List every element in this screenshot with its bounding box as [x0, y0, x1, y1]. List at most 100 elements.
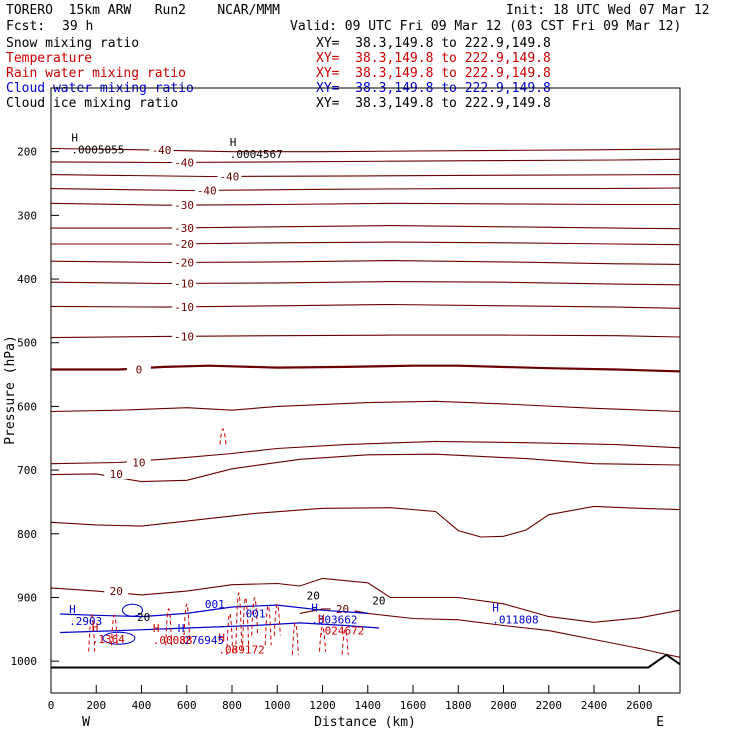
isotherm-label: -20: [174, 238, 194, 251]
isotherm-label-bg: [172, 222, 197, 234]
rain-water-contour: [110, 614, 118, 646]
y-tick-label: 1000: [11, 655, 38, 668]
x-axis-title: Distance (km): [314, 715, 416, 730]
extremum-value: .2903: [69, 615, 102, 628]
west-label: W: [82, 715, 90, 730]
y-axis-title: Pressure (hPa): [3, 335, 18, 445]
x-tick-label: 400: [132, 699, 152, 712]
isotherm-label-bg: [149, 143, 174, 155]
isotherm-label-bg: [172, 301, 197, 313]
isotherm-line: [50, 281, 681, 286]
isotherm-label-bg: [104, 585, 129, 597]
x-tick-label: 1800: [445, 699, 472, 712]
extremum-marker: H: [318, 613, 325, 626]
isotherm-label: -30: [174, 222, 194, 235]
x-tick-label: 2400: [581, 699, 608, 712]
isotherm-label-bg: [217, 170, 242, 182]
extremum-value: .024672: [318, 625, 364, 638]
extremum-marker: H: [230, 136, 237, 149]
rain-water-contour: [273, 603, 281, 636]
isotherm-label: 10: [110, 468, 123, 481]
legend-field-rain: Rain water mixing ratio: [6, 66, 187, 81]
extremum-marker: H: [153, 622, 160, 635]
legend-xy-cloud-ice: XY= 38.3,149.8 to 222.9,149.8: [316, 96, 551, 111]
isotherm-label: 0: [136, 363, 143, 376]
legend-field-cloud-ice: Cloud ice mixing ratio: [6, 96, 179, 111]
legend-xy-temperature: XY= 38.3,149.8 to 222.9,149.8: [316, 51, 551, 66]
y-tick-label: 200: [17, 146, 37, 159]
rain-water-contour: [226, 613, 234, 655]
temperature-isotherms: -40-40-40-40-30-30-20-20-10-10-100101020…: [50, 143, 681, 658]
isotherm-label: 10: [132, 456, 145, 469]
isotherm-label-bg: [126, 456, 151, 468]
y-tick-label: 500: [17, 337, 37, 350]
isotherm-line: [50, 147, 681, 153]
cloud-water-contours: [60, 603, 380, 645]
extremum-value: .1364: [92, 633, 125, 646]
valid-time: Valid: 09 UTC Fri 09 Mar 12 (03 CST Fri …: [290, 19, 682, 34]
x-tick-label: 1600: [400, 699, 427, 712]
isotherm-line: [50, 577, 681, 623]
rain-water-contour: [183, 603, 191, 643]
extremum-marker: H: [71, 132, 78, 145]
extremum-value: .0005055: [71, 144, 124, 157]
rain-water-contour: [319, 626, 327, 652]
extremum-value: .00088: [153, 634, 193, 647]
legend-field-snow: Snow mixing ratio: [6, 36, 140, 51]
extremum-value: .303662: [311, 614, 357, 627]
isotherm-label: -10: [174, 330, 194, 343]
extremum-value: 20: [372, 595, 385, 608]
forecast-label: Fcst:: [6, 19, 46, 34]
cloud-water-line: [60, 622, 380, 634]
x-tick-label: 2600: [626, 699, 653, 712]
x-tick-label: 600: [177, 699, 197, 712]
legend-xy-rain: XY= 38.3,149.8 to 222.9,149.8: [316, 66, 551, 81]
terrain-line: [51, 653, 681, 669]
isotherm-line: [51, 225, 681, 230]
x-tick-label: 1400: [355, 699, 382, 712]
isotherm-line: [50, 202, 680, 206]
cloud-water-cell: [102, 631, 136, 645]
plot-frame: [50, 87, 681, 694]
isotherm-line: [50, 303, 681, 309]
legend-xy-snow: XY= 38.3,149.8 to 222.9,149.8: [316, 36, 551, 51]
isotherm-line: [50, 334, 681, 339]
isotherm-label-bg: [104, 467, 129, 479]
terrain-profile: [51, 653, 681, 669]
isotherm-label: -20: [174, 256, 194, 269]
cloud-water-cell: [121, 603, 143, 617]
isotherm-label: -30: [174, 199, 194, 212]
extremum-value: 20: [307, 589, 320, 602]
y-tick-label: 700: [17, 464, 37, 477]
x-tick-label: 2000: [490, 699, 517, 712]
isotherm-label-bg: [172, 238, 197, 250]
extremum-value: .089172: [218, 644, 264, 657]
y-tick-label: 900: [17, 591, 37, 604]
isotherm-label: -10: [174, 278, 194, 291]
isotherm-label-bg: [172, 330, 197, 342]
x-tick-label: 800: [222, 699, 242, 712]
extremum-marker: H: [218, 632, 225, 645]
cloud-water-line: [60, 604, 368, 618]
forecast-hours: 39 h: [62, 19, 94, 34]
rain-water-contour: [251, 597, 259, 636]
east-label: E: [656, 715, 664, 730]
init-time: Init: 18 UTC Wed 07 Mar 12: [506, 3, 710, 18]
extremum-value: .0004567: [230, 148, 283, 161]
isotherm-label: -40: [219, 171, 239, 184]
extremum-value: 001: [205, 598, 225, 611]
isotherm-label: 20: [336, 603, 349, 616]
rain-water-contour: [341, 629, 349, 655]
legend-field-temperature: Temperature: [6, 51, 93, 66]
rain-water-contour: [165, 608, 173, 646]
isotherm-label: -40: [174, 157, 194, 170]
extremum-value: 20: [137, 611, 150, 624]
isotherm-label-bg: [172, 256, 197, 268]
isotherm-line: [50, 187, 681, 192]
isotherm-line: [50, 174, 681, 178]
isotherm-line: [50, 158, 681, 164]
extremum-marker: H: [311, 602, 318, 615]
isotherm-label-bg: [194, 184, 219, 196]
y-tick-label: 600: [17, 400, 37, 413]
rain-water-contour: [235, 592, 243, 652]
